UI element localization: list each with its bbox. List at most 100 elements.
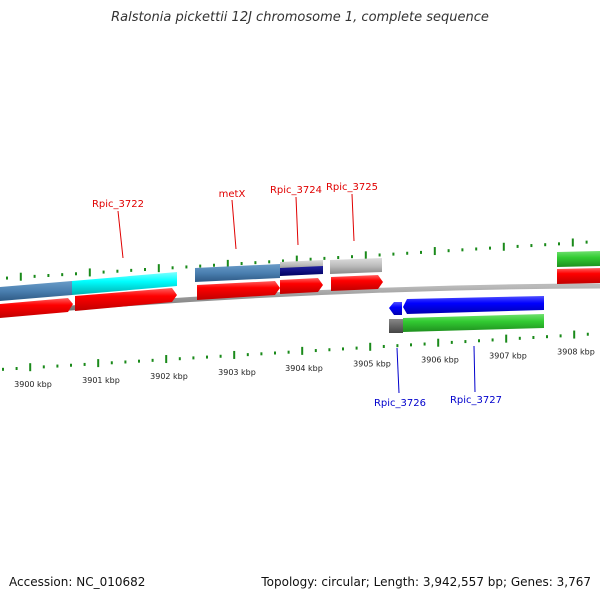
minor-tick [342,347,344,351]
minor-tick [246,353,249,357]
minor-tick [56,364,59,368]
minor-tick [192,356,195,360]
minor-tick [102,270,105,274]
minor-tick [274,351,276,355]
minor-tick [544,243,547,247]
cds-arrow-rpic3727[interactable] [403,296,544,314]
scale-label: 3907 kbp [489,352,527,361]
gene-label-metx[interactable]: metX [219,189,246,250]
scale-label: 3905 kbp [353,360,391,369]
scale-label: 3906 kbp [421,356,459,365]
cds-arrow-metx[interactable] [197,281,280,300]
scale-label: 3903 kbp [218,368,256,377]
svg-text:Rpic_3725: Rpic_3725 [326,182,378,193]
minor-tick [110,361,113,365]
minor-tick [378,253,381,257]
minor-tick [282,259,284,263]
svg-text:Rpic_3724: Rpic_3724 [270,185,322,196]
cds-arrow-rpic3726[interactable] [389,302,402,315]
scale-label: 3904 kbp [285,364,323,373]
feature-green-rpic3727[interactable] [403,314,544,332]
minor-tick [516,244,519,248]
minor-tick [254,261,257,265]
cds-arrow-rpic3724[interactable] [280,278,323,294]
feature-gray-rpic3725[interactable] [330,258,382,274]
minor-tick [558,242,560,246]
svg-text:Rpic_3722: Rpic_3722 [92,199,144,210]
minor-tick [585,240,588,244]
minor-tick [83,362,86,366]
scale-label: 3908 kbp [557,347,595,356]
major-tick [233,350,236,359]
major-tick [19,272,22,281]
major-tick [295,255,298,264]
minor-tick [138,359,140,363]
gene-label-rpic3726[interactable]: Rpic_3726 [374,347,426,409]
gene-label-rpic3722[interactable]: Rpic_3722 [92,199,144,259]
minor-tick [586,332,589,336]
feature-dark-rpic3726[interactable] [389,319,403,333]
minor-tick [75,272,77,276]
minor-tick [144,268,146,272]
minor-tick [518,336,521,340]
major-tick [29,363,32,372]
minor-tick [559,334,562,338]
svg-text:Rpic_3726: Rpic_3726 [374,398,426,409]
minor-tick [171,266,174,270]
minor-tick [33,274,36,278]
major-tick [369,342,372,351]
cds-right[interactable] [557,268,600,284]
feature-steelblue-1[interactable] [0,281,72,301]
major-tick [157,264,160,273]
minor-tick [355,346,358,350]
feature-navy-rpic3724[interactable] [280,266,323,276]
minor-tick [475,247,478,251]
major-tick [165,355,168,364]
minor-tick [47,273,50,277]
minor-tick [423,342,426,346]
minor-tick [268,260,271,264]
minor-tick [213,263,215,267]
minor-tick [260,352,263,356]
minor-tick [240,262,243,266]
minor-tick [410,343,412,347]
scale-label: 3901 kbp [82,376,120,385]
major-tick [505,334,508,343]
minor-tick [337,256,340,260]
feature-cyan-rpic3722[interactable] [72,272,177,295]
major-tick [433,247,436,256]
scale-label: 3900 kbp [14,380,52,389]
minor-tick [2,367,4,371]
minor-tick [392,252,395,256]
gene-label-rpic3724[interactable]: Rpic_3724 [270,185,322,246]
svg-text:Rpic_3727: Rpic_3727 [450,395,502,406]
feature-steelblue-metx[interactable] [195,264,280,282]
topology-label: Topology: circular; Length: 3,942,557 bp… [261,575,591,589]
minor-tick [420,250,422,254]
minor-tick [287,350,290,354]
minor-tick [70,363,72,367]
minor-tick [447,249,450,253]
minor-tick [530,244,533,248]
cds-arrow-rpic3725[interactable] [331,275,383,291]
minor-tick [489,246,491,250]
cds-arrow-rpic3722[interactable] [75,288,177,311]
minor-tick [6,276,8,280]
minor-tick [328,348,331,352]
minor-tick [199,264,202,268]
major-tick [437,338,440,347]
minor-tick [491,338,494,342]
gene-label-rpic3727[interactable]: Rpic_3727 [450,345,502,406]
minor-tick [464,340,467,344]
minor-tick [382,344,385,348]
feature-green-right[interactable] [557,251,600,267]
minor-tick [461,248,464,252]
minor-tick [124,360,127,364]
minor-tick [61,273,64,277]
cds-arrow-1[interactable] [0,298,73,318]
minor-tick [546,335,548,339]
gene-label-rpic3725[interactable]: Rpic_3725 [326,182,378,242]
major-tick [301,346,304,355]
upper-tick-row [6,238,588,281]
